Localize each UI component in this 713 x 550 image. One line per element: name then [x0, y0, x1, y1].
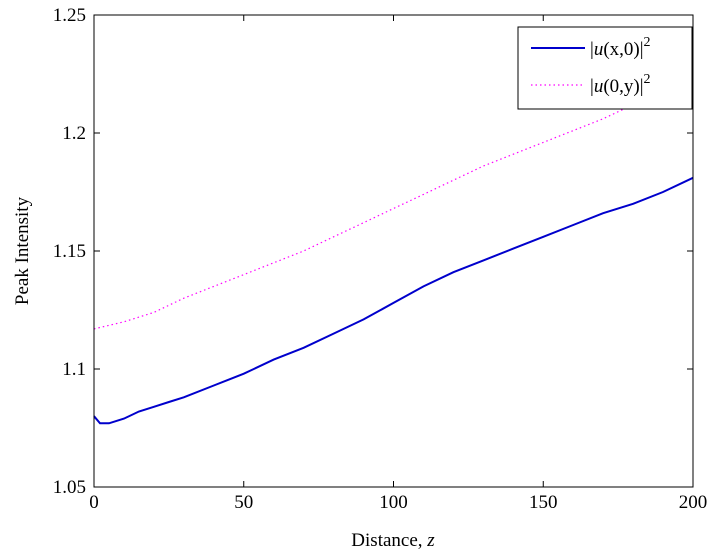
y-axis-label: Peak Intensity [12, 196, 33, 305]
x-tick-label: 200 [679, 492, 708, 513]
y-tick-label: 1.05 [53, 477, 86, 498]
legend-box [517, 26, 693, 110]
legend-label-series-2: |u(0,y)|2 [590, 72, 651, 97]
series-line-2 [93, 73, 694, 330]
y-tick-label: 1.1 [62, 359, 86, 380]
y-tick-label: 1.15 [53, 241, 86, 262]
series-line-1 [93, 176, 694, 425]
x-tick-label: 0 [89, 492, 99, 513]
x-tick-label: 50 [234, 492, 253, 513]
y-tick-label: 1.25 [53, 5, 86, 26]
x-tick-label: 150 [529, 492, 558, 513]
x-tick-label: 100 [379, 492, 408, 513]
legend-label-series-1: |u(x,0)|2 [590, 35, 651, 60]
series-layer [93, 73, 694, 425]
x-axis-label: Distance, z [351, 530, 435, 550]
y-tick-label: 1.2 [62, 123, 86, 144]
ticks-layer: 0 50 100 150 200 1.05 1.1 1.15 1.2 1.25 [53, 5, 708, 513]
legend: |u(x,0)|2 |u(0,y)|2 [517, 26, 693, 110]
